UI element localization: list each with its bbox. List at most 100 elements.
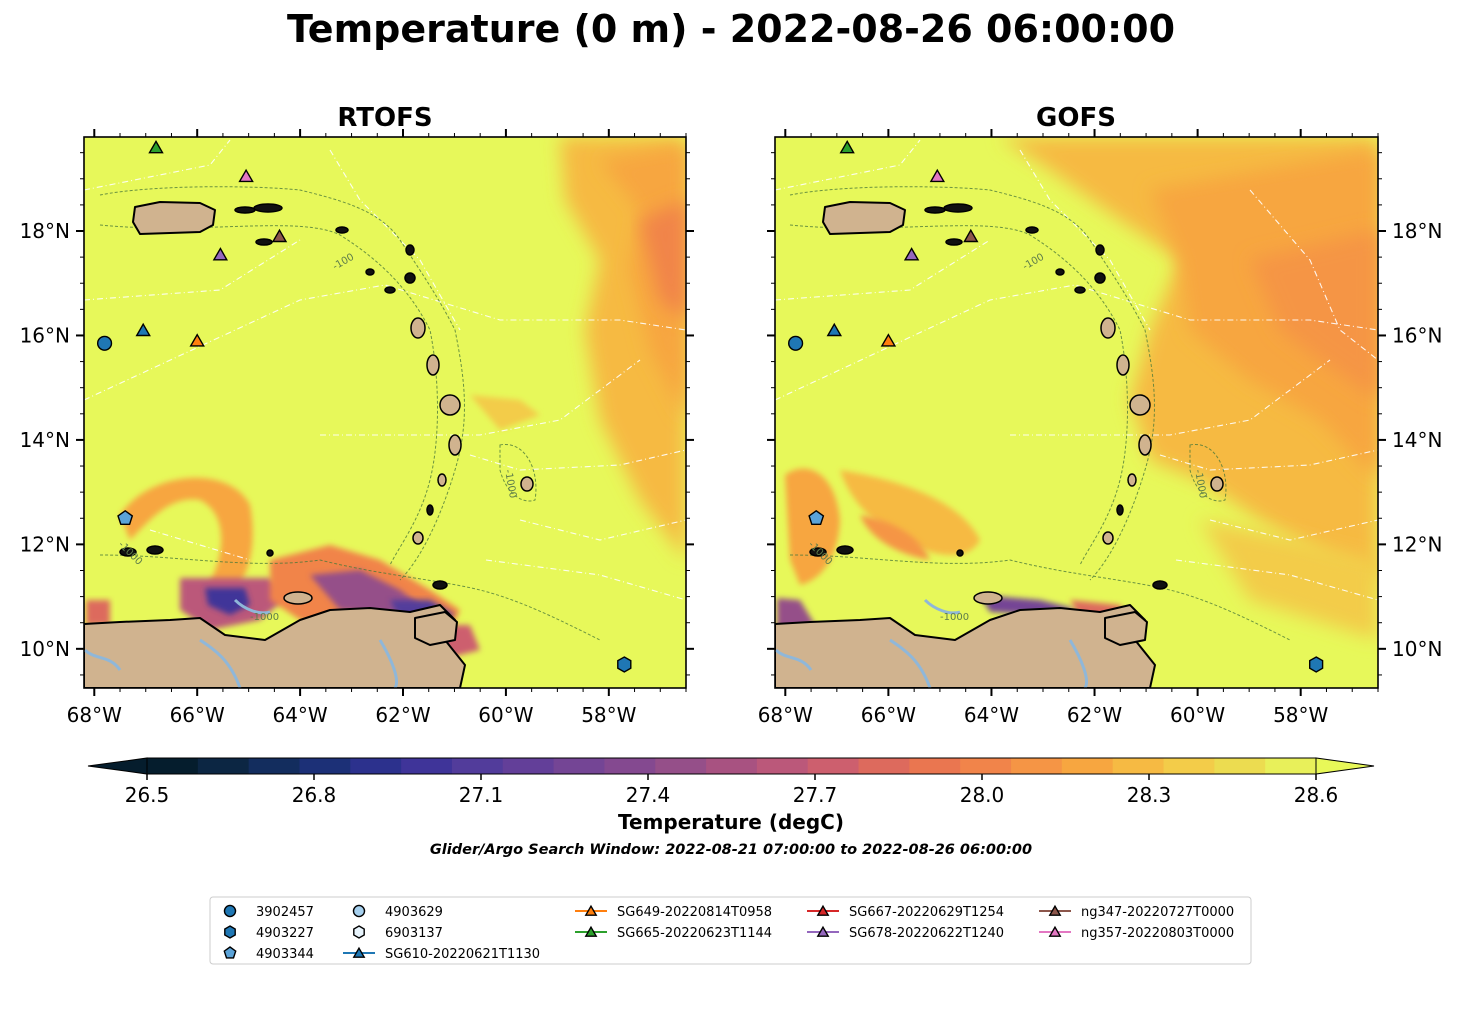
marker-SG610-20220621T1130 <box>826 322 843 337</box>
trinidad <box>414 611 458 646</box>
rivers <box>775 598 1088 688</box>
colorbar-tick-label: 26.8 <box>292 783 337 807</box>
marker-SG649-20220814T0958 <box>880 333 897 347</box>
bathymetry-contours <box>99 186 601 641</box>
colorbar-segment <box>248 758 301 774</box>
map-panel-gofs: GOFS <box>758 103 1443 727</box>
legend-entry: SG610-20220621T1130 <box>343 946 540 962</box>
legend: 3902457 4903227 4903344 4903629 6903137 SG610… <box>209 896 1252 965</box>
colorbar-segment <box>655 758 707 774</box>
islands <box>809 203 1224 605</box>
legend-entry: ng347-20220727T0000 <box>1039 904 1234 920</box>
bathy-label-1000b: -1000 <box>1192 469 1208 500</box>
eez-boundaries <box>775 139 1378 601</box>
legend-marker <box>223 904 237 918</box>
marker-SG665-20220623T1144 <box>148 139 164 154</box>
map-frame-gofs <box>774 136 1379 689</box>
figure-title: Temperature (0 m) - 2022-08-26 06:00:00 <box>287 7 1175 51</box>
lat-tick-label: 14°N <box>1392 428 1442 452</box>
legend-entries: 3902457 4903227 4903344 4903629 6903137 SG610… <box>223 904 1234 962</box>
colorbar-tick-label: 27.4 <box>626 783 671 807</box>
bathy-label-1000b: -1000 <box>502 469 518 500</box>
colorbar-segment <box>706 758 758 774</box>
legend-entry: 4903227 <box>224 925 314 941</box>
bathy-label-1000: -1000 <box>940 612 969 623</box>
trinidad <box>1104 611 1148 646</box>
colorbar-segment <box>502 758 555 774</box>
legend-marker <box>352 946 366 958</box>
lon-tick-label: 60°W <box>478 703 533 727</box>
legend-frame <box>209 896 1252 965</box>
legend-entry: 3902457 <box>223 904 314 920</box>
legend-entry: SG667-20220629T1254 <box>807 904 1004 920</box>
markers-gofs <box>788 139 1324 673</box>
marker-SG610-20220621T1130 <box>135 322 151 337</box>
legend-marker <box>584 925 598 937</box>
marker-4903344 <box>117 509 134 525</box>
lat-tick-label: 10°N <box>20 637 70 661</box>
axis-ticks-rtofs: 68°W 66°W 64°W 62°W 60°W 58°W 18°N 16°N 14°N 12°N… <box>20 129 694 727</box>
legend-marker <box>816 925 830 937</box>
legend-label: SG610-20220621T1130 <box>385 947 540 962</box>
markers-rtofs <box>96 139 632 673</box>
lon-tick-label: 68°W <box>67 703 122 727</box>
colorbar-segment <box>909 758 961 774</box>
lon-tick-label: 66°W <box>170 703 225 727</box>
legend-label: 6903137 <box>385 926 443 941</box>
legend-marker <box>353 925 365 939</box>
marker-ng347-20220727T0000 <box>271 228 288 243</box>
legend-marker <box>224 925 236 939</box>
lat-tick-label: 18°N <box>20 219 70 243</box>
rivers <box>84 598 398 688</box>
legend-label: SG667-20220629T1254 <box>849 905 1004 920</box>
colorbar-segment <box>1011 758 1063 774</box>
colorbar-segments <box>87 757 1375 775</box>
map-frame-rtofs <box>83 136 687 689</box>
lon-tick-label: 58°W <box>1273 703 1328 727</box>
legend-marker <box>816 904 830 916</box>
marker-ng347-20220727T0000 <box>963 228 979 243</box>
colorbar-segment <box>553 758 606 774</box>
legend-entry: 4903344 <box>223 946 314 962</box>
marker-3902457 <box>96 335 113 351</box>
colorbar-segment <box>1112 758 1165 774</box>
legend-entry: 4903629 <box>352 904 443 920</box>
panel-title-rtofs: RTOFS <box>337 103 432 133</box>
colorbar-segment <box>858 758 910 774</box>
legend-entry: 6903137 <box>353 925 443 941</box>
marker-SG678-20220622T1240 <box>903 247 920 261</box>
lat-tick-label: 14°N <box>20 428 70 452</box>
legend-entry: SG649-20220814T0958 <box>575 904 772 920</box>
lat-tick-label: 10°N <box>1392 637 1442 661</box>
islands <box>119 203 534 605</box>
colorbar-tick-label: 27.7 <box>793 783 838 807</box>
legend-label: ng357-20220803T0000 <box>1081 926 1234 941</box>
lat-tick-label: 12°N <box>20 532 70 556</box>
lat-tick-label: 16°N <box>20 323 70 347</box>
warm-anomaly-field <box>1000 137 1378 640</box>
south-america <box>84 604 466 688</box>
warm-anomaly-field <box>470 137 686 560</box>
colorbar-segment <box>299 758 351 774</box>
bathy-label-1000: -1000 <box>250 612 279 623</box>
legend-marker <box>1048 925 1062 937</box>
bathymetry-contours <box>789 186 1291 641</box>
lat-tick-label: 12°N <box>1392 532 1442 556</box>
marker-4903227 <box>1308 656 1324 673</box>
colorbar-segment <box>960 758 1012 774</box>
marker-ng357-20220803T0000 <box>929 168 946 183</box>
marker-4903227 <box>617 656 632 673</box>
lon-tick-label: 62°W <box>375 703 430 727</box>
colorbar-segment <box>350 758 402 774</box>
marker-SG678-20220622T1240 <box>212 247 229 261</box>
colorbar-tick-label: 27.1 <box>459 783 504 807</box>
colorbar-outline <box>146 757 1317 775</box>
colorbar-tick-label: 28.3 <box>1127 783 1172 807</box>
lon-tick-label: 58°W <box>581 703 636 727</box>
marker-SG649-20220814T0958 <box>189 333 205 347</box>
eez-boundaries <box>84 139 686 601</box>
map-panel-rtofs: RTOFS <box>20 103 694 727</box>
colorbar-segment <box>147 758 199 774</box>
marker-3902457 <box>788 335 804 351</box>
colorbar-segment <box>807 758 860 774</box>
